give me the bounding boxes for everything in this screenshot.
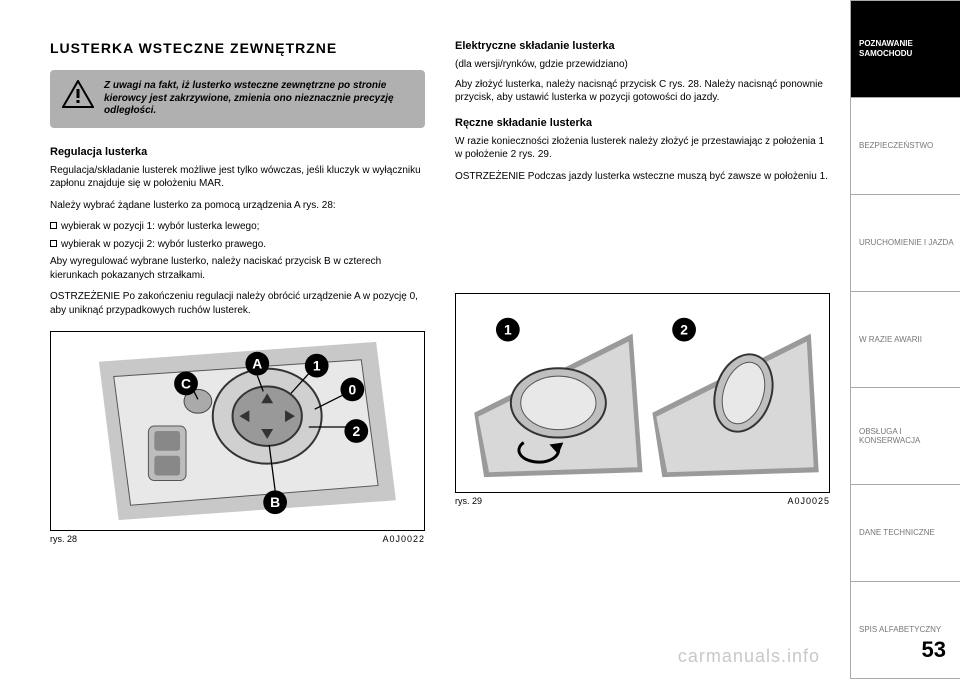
nav-item-awaria[interactable]: W RAZIE AWARII <box>850 292 960 389</box>
nav-item-obsluga[interactable]: OBSŁUGA I KONSERWACJA <box>850 388 960 485</box>
fig28-label-0: 0 <box>348 381 356 397</box>
watermark: carmanuals.info <box>678 646 820 667</box>
figure-29-image: 1 2 <box>455 293 830 493</box>
bullet-item: wybierak w pozycji 2: wybór lusterko pra… <box>50 238 425 252</box>
warning-text: Z uwagi na fakt, iż lusterko wsteczne ze… <box>104 80 413 118</box>
fig-caption-text: rys. 29 <box>455 496 482 506</box>
paragraph: Należy wybrać żądane lusterko za pomocą … <box>50 199 425 213</box>
left-column: LUSTERKA WSTECZNE ZEWNĘTRZNE Z uwagi na … <box>50 40 425 669</box>
paragraph: OSTRZEŻENIE Po zakończeniu regulacji nal… <box>50 290 425 317</box>
fig28-label-B: B <box>270 494 280 510</box>
fig29-label-1: 1 <box>504 322 512 338</box>
side-nav: POZNAWANIE SAMOCHODU BEZPIECZEŃSTWO URUC… <box>850 0 960 679</box>
bullet-text: wybierak w pozycji 2: wybór lusterko pra… <box>61 238 266 252</box>
fig28-label-A: A <box>252 356 262 372</box>
fig-code: A0J0022 <box>382 534 425 544</box>
fig28-label-2: 2 <box>352 423 360 439</box>
sub-note: (dla wersji/rynków, gdzie przewidziano) <box>455 58 830 72</box>
warning-icon <box>62 80 94 108</box>
paragraph: OSTRZEŻENIE Podczas jazdy lusterka wstec… <box>455 170 830 184</box>
nav-item-spis[interactable]: SPIS ALFABETYCZNY <box>850 582 960 679</box>
fig29-label-2: 2 <box>680 322 688 338</box>
paragraph: Aby złożyć lusterka, należy nacisnąć prz… <box>455 78 830 105</box>
page-number: 53 <box>922 637 946 663</box>
bullet-icon <box>50 222 57 229</box>
nav-item-bezpieczenstwo[interactable]: BEZPIECZEŃSTWO <box>850 98 960 195</box>
section-title: LUSTERKA WSTECZNE ZEWNĘTRZNE <box>50 40 425 56</box>
bullet-item: wybierak w pozycji 1: wybór lusterka lew… <box>50 220 425 234</box>
subhead-elektryczne: Elektryczne składanie lusterka <box>455 40 830 52</box>
bullet-text: wybierak w pozycji 1: wybór lusterka lew… <box>61 220 259 234</box>
figure-28: A 1 0 2 C B <box>50 331 425 544</box>
right-column: Elektryczne składanie lusterka (dla wers… <box>455 40 830 669</box>
content-area: LUSTERKA WSTECZNE ZEWNĘTRZNE Z uwagi na … <box>0 0 850 679</box>
fig-code: A0J0025 <box>787 496 830 506</box>
page: LUSTERKA WSTECZNE ZEWNĘTRZNE Z uwagi na … <box>0 0 960 679</box>
figure-28-image: A 1 0 2 C B <box>50 331 425 531</box>
nav-item-dane[interactable]: DANE TECHNICZNE <box>850 485 960 582</box>
paragraph: W razie konieczności złożenia lusterek n… <box>455 135 830 162</box>
warning-box: Z uwagi na fakt, iż lusterko wsteczne ze… <box>50 70 425 128</box>
paragraph: Regulacja/składanie lusterek możliwe jes… <box>50 164 425 191</box>
subhead-regulacja: Regulacja lusterka <box>50 146 425 158</box>
figure-29-caption: rys. 29 A0J0025 <box>455 496 830 506</box>
figure-29: 1 2 rys. 29 A0J0025 <box>455 293 830 506</box>
nav-item-poznawanie[interactable]: POZNAWANIE SAMOCHODU <box>850 0 960 98</box>
figure-28-caption: rys. 28 A0J0022 <box>50 534 425 544</box>
fig28-label-C: C <box>181 375 191 391</box>
bullet-icon <box>50 240 57 247</box>
nav-item-uruchomienie[interactable]: URUCHOMIENIE I JAZDA <box>850 195 960 292</box>
subhead-reczne: Ręczne składanie lusterka <box>455 117 830 129</box>
paragraph: Aby wyregulować wybrane lusterko, należy… <box>50 255 425 282</box>
fig28-label-1: 1 <box>313 358 321 374</box>
fig-caption-text: rys. 28 <box>50 534 77 544</box>
